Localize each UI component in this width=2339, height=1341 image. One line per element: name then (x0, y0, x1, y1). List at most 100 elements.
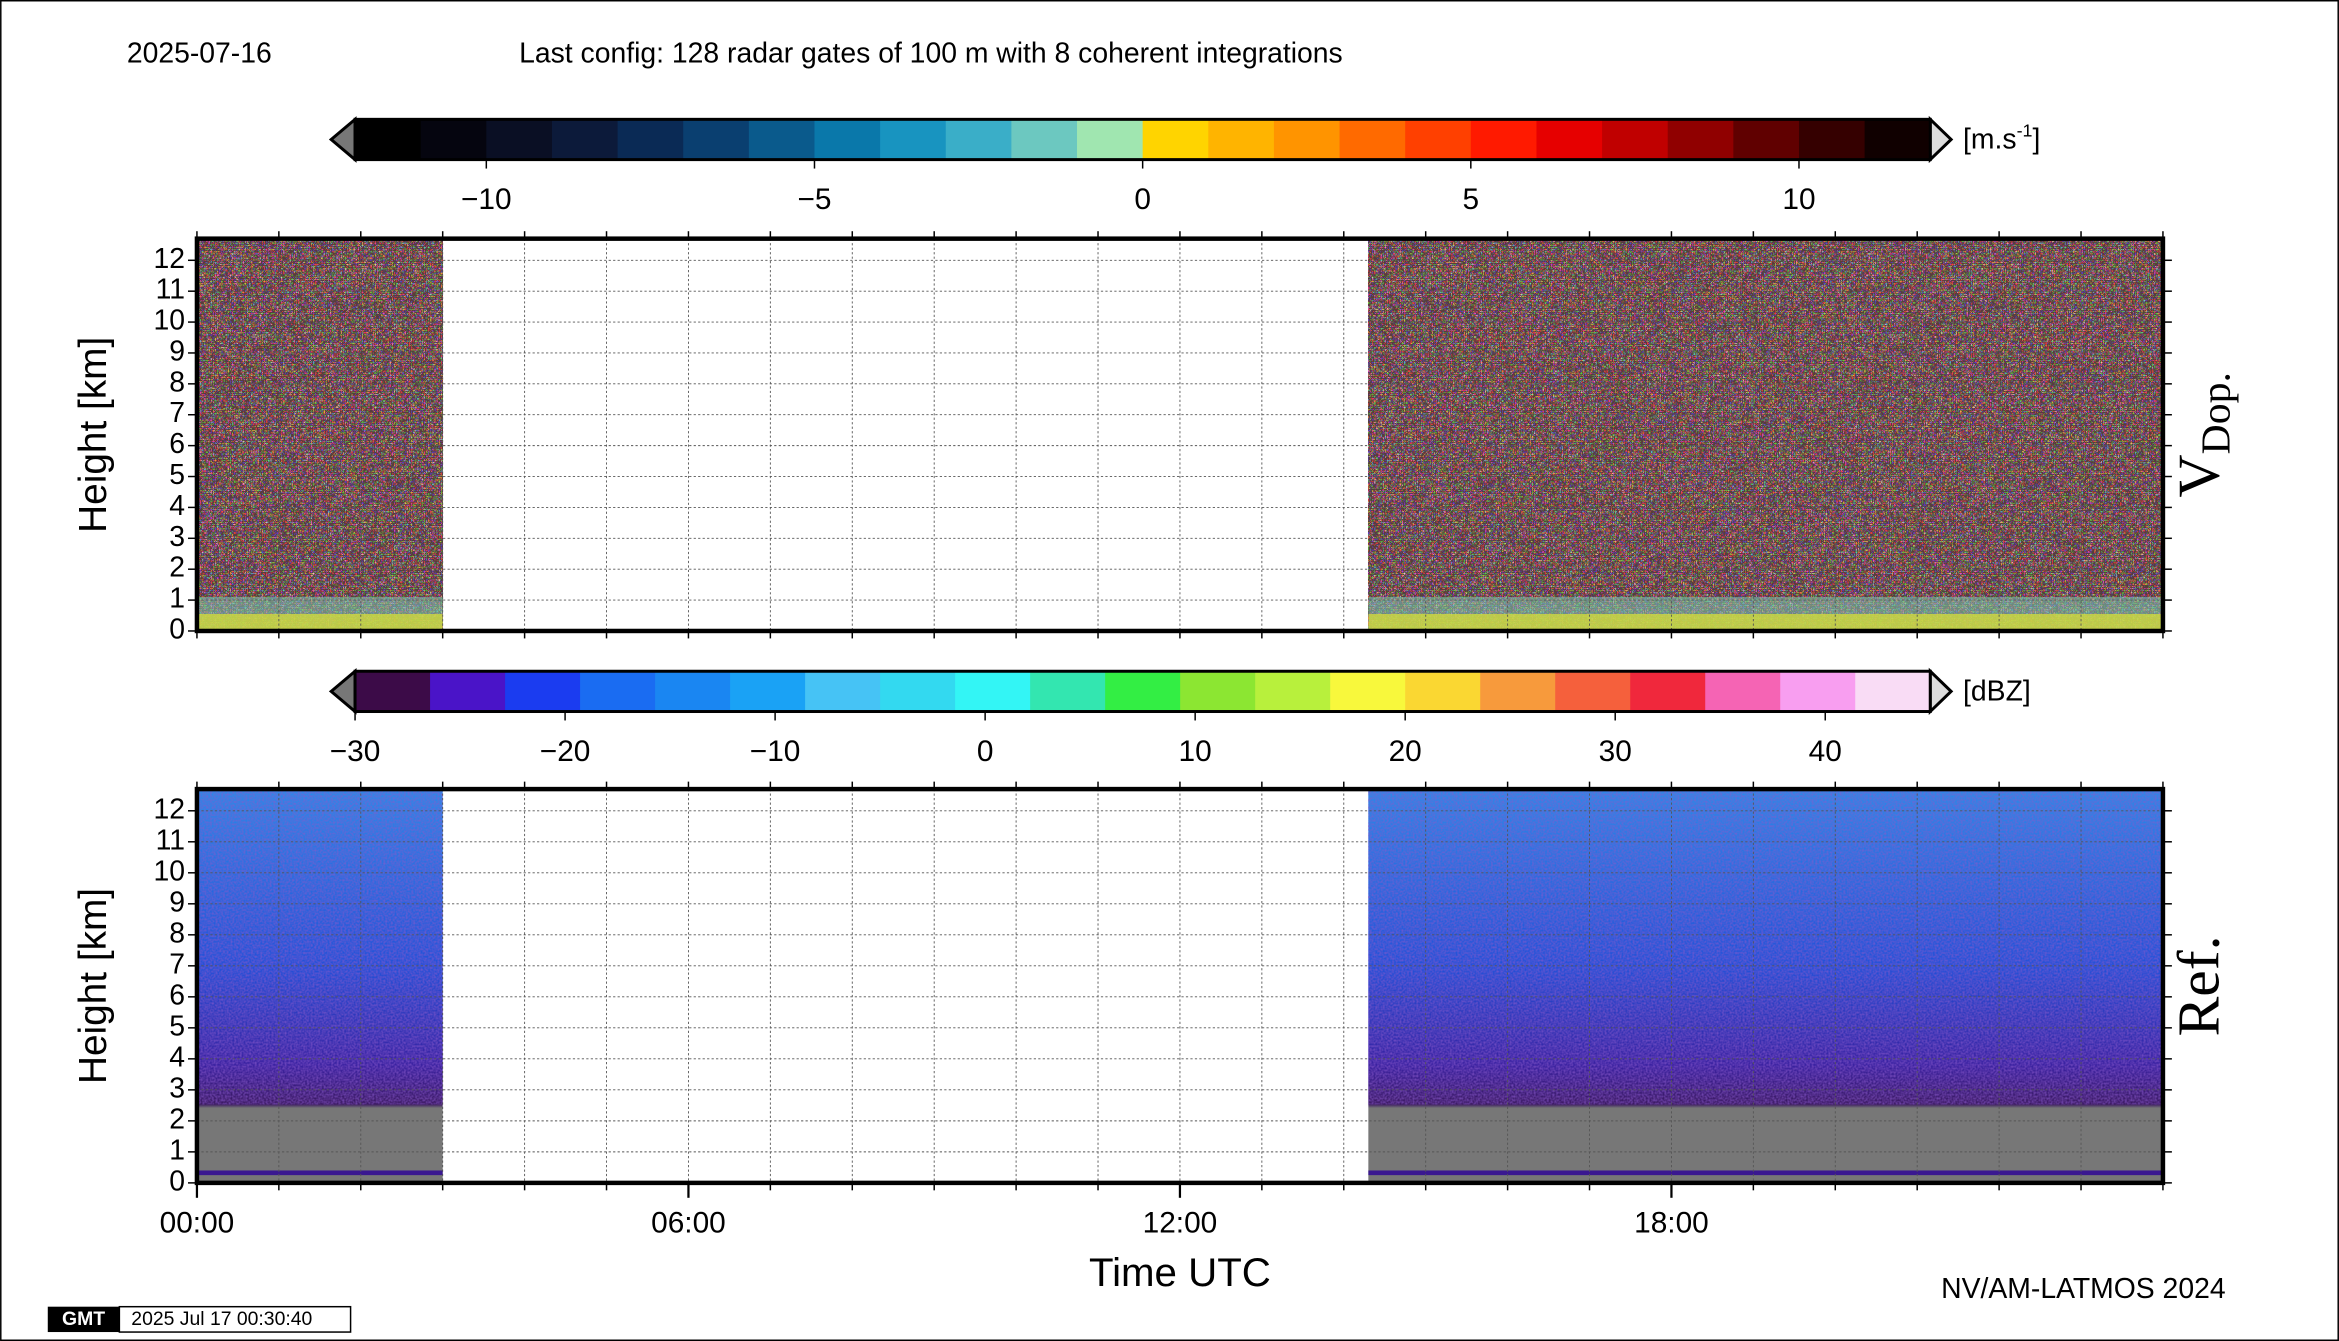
y-tick-label: 4 (169, 1041, 185, 1073)
y-tick-label: 4 (169, 490, 185, 522)
colorbar-swatch (1864, 119, 1931, 160)
y-tick-label: 11 (156, 824, 185, 856)
y-tick-label: 5 (169, 1010, 185, 1042)
colorbar-unit: [dBZ] (1963, 676, 2031, 708)
colorbar-swatch (1536, 119, 1603, 160)
colorbar-swatch (1330, 671, 1406, 712)
y-tick-label: 12 (153, 243, 185, 275)
unit: [m.s (1963, 124, 2017, 156)
unit-sup: -1 (2017, 120, 2033, 140)
timestamp: 2025 Jul 17 00:30:40 (131, 1308, 312, 1330)
colorbar-tick-label: 10 (1782, 183, 1815, 216)
colorbar-swatch (1077, 119, 1144, 160)
timestamp-box (118, 1305, 352, 1333)
colorbar-swatch (1470, 119, 1538, 160)
y-tick-label: 1 (169, 1134, 185, 1166)
colorbar-tick-label: −5 (797, 183, 831, 216)
surface-band (1368, 1170, 2163, 1176)
y-tick-label: 3 (169, 521, 185, 553)
colorbar-swatch (1142, 119, 1210, 160)
colorbar-swatch (617, 119, 684, 160)
colorbar-swatch (683, 119, 750, 160)
y-tick-label: 0 (169, 613, 185, 645)
colorbar-swatch (1180, 671, 1256, 712)
x-axis-label: Time UTC (1089, 1250, 1271, 1295)
colorbar-swatch (1105, 671, 1181, 712)
low-echo (196, 596, 443, 614)
colorbar-swatch (430, 671, 506, 712)
y-tick-label: 6 (169, 979, 185, 1011)
panel-label: VDop. (2165, 372, 2239, 497)
colorbar-tick-label: 5 (1463, 183, 1480, 216)
unit: [dBZ] (1963, 676, 2031, 708)
colorbar-swatch (880, 671, 956, 712)
panel-label-main: V (2165, 454, 2231, 497)
y-tick-label: 9 (169, 886, 185, 918)
x-tick-label: 00:00 (160, 1207, 235, 1240)
colorbar-tick-label: −30 (330, 735, 381, 768)
colorbar-frame (353, 669, 1932, 714)
colorbar-tick-label: 40 (1809, 735, 1842, 768)
y-tick-label: 10 (153, 855, 185, 887)
colorbar-swatch (814, 119, 881, 160)
colorbar-tick-label: −10 (461, 183, 512, 216)
velocity-field (1368, 238, 2163, 631)
colorbar-swatch (551, 119, 619, 160)
y-tick-label: 7 (169, 948, 185, 980)
y-tick-label: 0 (169, 1165, 185, 1197)
x-tick-label: 12:00 (1143, 1207, 1218, 1240)
x-tick-label: 06:00 (651, 1207, 726, 1240)
colorbar-swatch (1273, 119, 1341, 160)
colorbar-swatch (1630, 671, 1706, 712)
colorbar-swatch (1780, 671, 1856, 712)
panel-label-sub: Dop. (2193, 372, 2239, 454)
colorbar-swatch (420, 119, 488, 160)
colorbar-swatch (880, 119, 947, 160)
colorbar-tick-label: 0 (1134, 183, 1151, 216)
colorbar-swatch (1255, 671, 1331, 712)
colorbar-swatch (1480, 671, 1556, 712)
date: 2025-07-16 (127, 38, 272, 70)
colorbar-swatch (1030, 671, 1106, 712)
y-tick-label: 9 (169, 335, 185, 367)
data-period (1368, 789, 2163, 1183)
colorbar-swatch (1733, 119, 1800, 160)
panel-label: Ref. (2165, 935, 2231, 1036)
y-tick-label: 2 (169, 1103, 185, 1135)
y-tick-label: 1 (169, 583, 185, 615)
unit-end: ] (2032, 124, 2040, 156)
y-tick-label: 8 (169, 917, 185, 949)
y-tick-label: 2 (169, 552, 185, 584)
y-axis-label: Height [km] (72, 337, 115, 533)
reflectivity-noise (1368, 789, 2163, 1105)
colorbar-swatch (486, 119, 553, 160)
reflectivity-noise (196, 789, 443, 1105)
colorbar-swatch (1405, 119, 1472, 160)
y-tick-label: 12 (153, 793, 185, 825)
y-axis-label: Height [km] (72, 888, 115, 1084)
colorbar-swatch (748, 119, 816, 160)
config: Last config: 128 radar gates of 100 m wi… (519, 38, 1343, 70)
colorbar-tick-label: 0 (977, 735, 994, 768)
colorbar-swatch (355, 671, 431, 712)
colorbar-swatch (355, 119, 422, 160)
logo-box (47, 1306, 120, 1333)
y-tick-label: 5 (169, 459, 185, 491)
colorbar-unit: [m.s-1] (1963, 120, 2040, 156)
colorbar-swatch (730, 671, 806, 712)
colorbar-swatch (1405, 671, 1481, 712)
colorbar-swatch (655, 671, 731, 712)
y-tick-label: 7 (169, 397, 185, 429)
credit: NV/AM-LATMOS 2024 (1941, 1273, 2225, 1305)
colorbar-tick-label: −10 (750, 735, 801, 768)
velocity-field (196, 238, 443, 631)
colorbar-swatch (1339, 119, 1406, 160)
colorbar-swatch (1555, 671, 1631, 712)
y-tick-label: 8 (169, 366, 185, 398)
surface-band (1368, 613, 2163, 631)
surface-band (196, 1170, 443, 1176)
y-tick-label: 6 (169, 428, 185, 460)
y-tick-label: 11 (156, 274, 185, 306)
colorbar-swatch (1602, 119, 1669, 160)
